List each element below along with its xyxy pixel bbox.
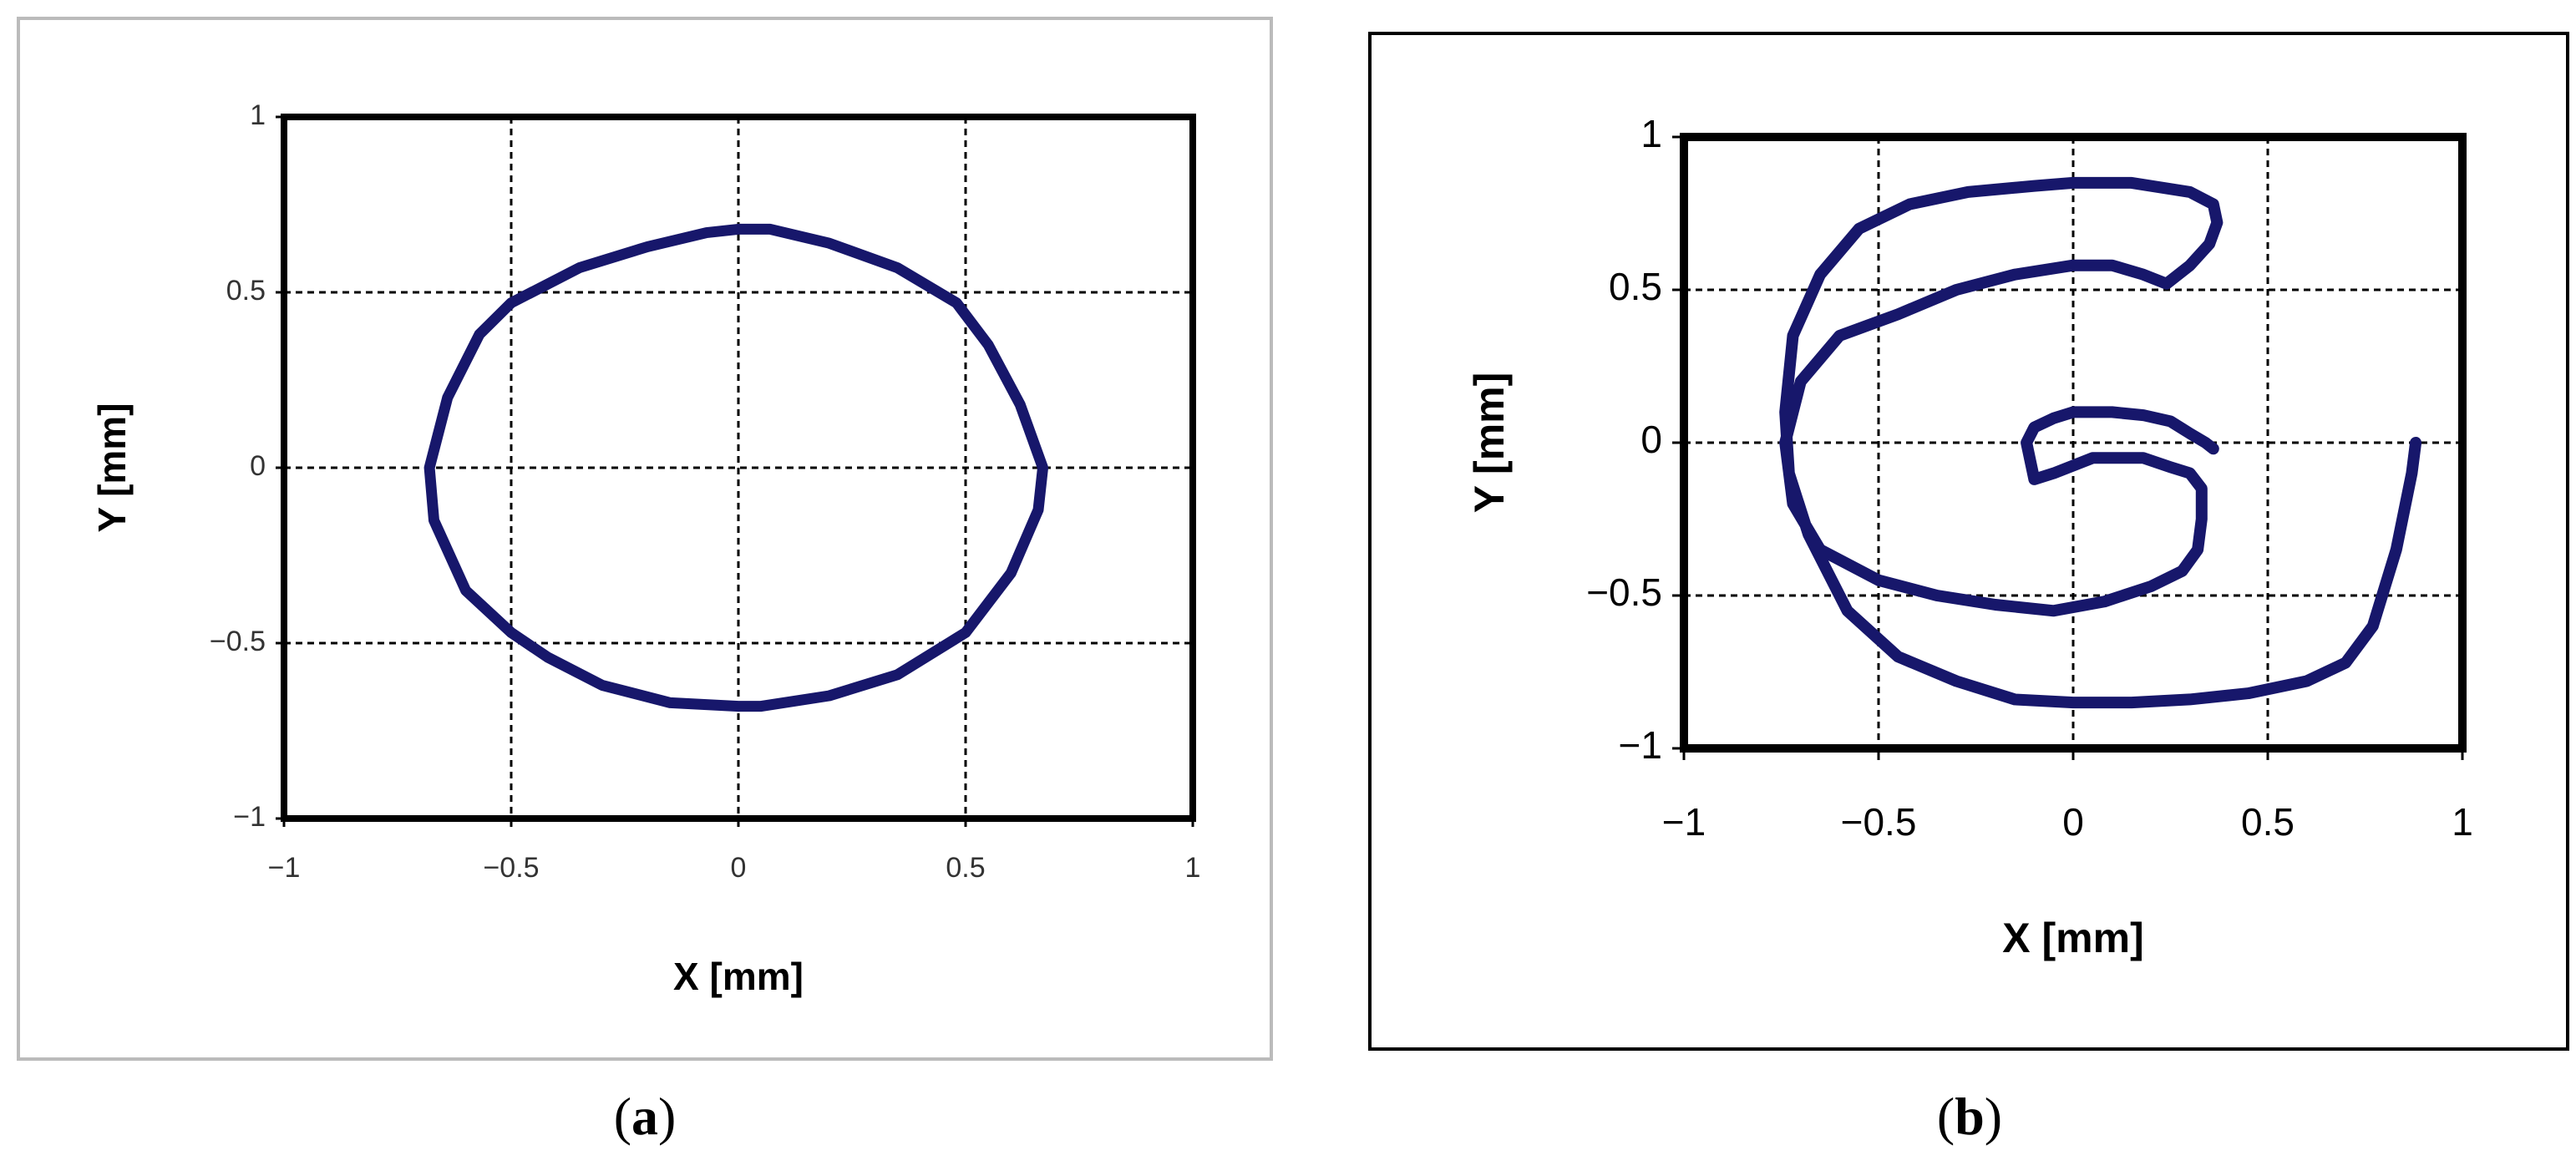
caption-a: (a): [520, 1086, 770, 1148]
chart-a-ytick-label-2: 0: [250, 450, 266, 482]
chart-b-ytick-label-3: −0.5: [1586, 570, 1662, 614]
chart-b: −1 −0.5 0 0.5 1 1 0.5 0 −0.5 −1 X [mm] Y [mm]: [1466, 112, 2473, 961]
caption-a-letter: a: [631, 1087, 658, 1146]
chart-a-xtick-label-1: −0.5: [483, 852, 539, 884]
chart-a-outer-frame: [17, 17, 1273, 1061]
chart-a-xtick-label-3: 0.5: [946, 852, 985, 884]
chart-a: −1 −0.5 0 0.5 1 1 0.5 0 −0.5 −1 X [mm] Y [mm]: [90, 99, 1200, 998]
chart-b-ylabel: Y [mm]: [1466, 373, 1513, 514]
chart-a-series-0-line: [423, 223, 1048, 712]
chart-a-ylabel: Y [mm]: [90, 403, 134, 532]
chart-a-xtick-label-0: −1: [268, 852, 301, 884]
caption-a-close: ): [658, 1087, 677, 1146]
chart-b-xtick-label-4: 1: [2452, 800, 2473, 844]
chart-b-ytick-label-0: 1: [1640, 112, 1662, 155]
chart-a-xlabel: X [mm]: [673, 955, 804, 998]
chart-a-ytick-label-1: 0.5: [226, 275, 266, 307]
chart-b-ytick-label-1: 0.5: [1609, 265, 1662, 308]
caption-b-open: (: [1936, 1087, 1955, 1146]
chart-a-plot-frame: [281, 114, 1196, 822]
chart-b-xtick-label-0: −1: [1662, 800, 1706, 844]
chart-b-ytick-label-4: −1: [1619, 723, 1662, 767]
chart-a-ytick-label-4: −1: [233, 801, 266, 833]
chart-b-ytick-label-2: 0: [1640, 418, 1662, 461]
chart-b-outer-frame: [1368, 32, 2569, 1051]
chart-a-ytick-label-0: 1: [250, 99, 266, 131]
chart-b-series-0-line: [1779, 176, 2422, 709]
chart-a-xtick-label-2: 0: [731, 852, 747, 884]
chart-b-xtick-label-2: 0: [2062, 800, 2084, 844]
caption-b-close: ): [1984, 1087, 2003, 1146]
chart-b-xtick-label-3: 0.5: [2241, 800, 2295, 844]
caption-a-open: (: [613, 1087, 631, 1146]
chart-b-plot-frame: [1680, 133, 2467, 753]
chart-b-xtick-label-1: −0.5: [1841, 800, 1917, 844]
caption-b: (b): [1844, 1086, 2095, 1148]
chart-a-xtick-label-4: 1: [1185, 852, 1201, 884]
caption-b-letter: b: [1955, 1087, 1985, 1146]
chart-b-xlabel: X [mm]: [2002, 915, 2143, 961]
chart-a-ytick-label-3: −0.5: [210, 626, 266, 657]
